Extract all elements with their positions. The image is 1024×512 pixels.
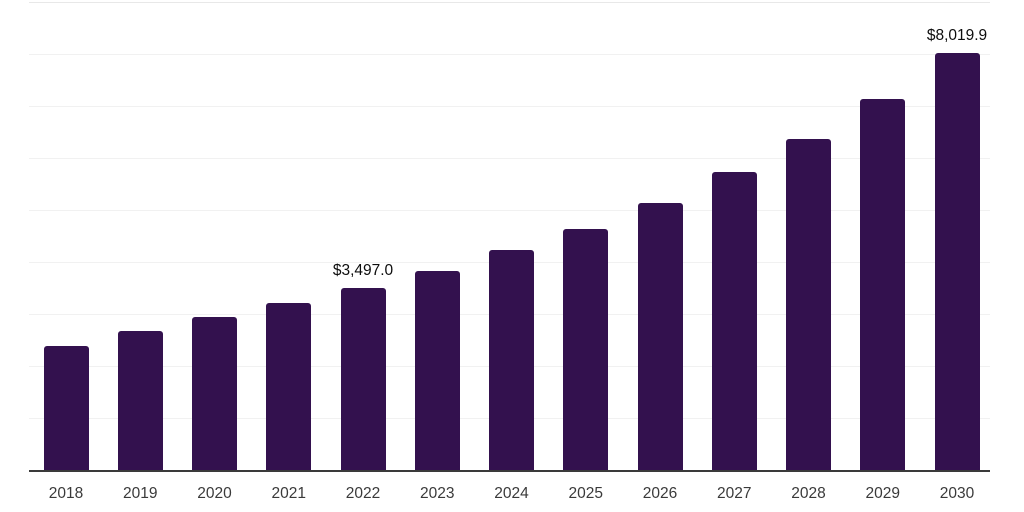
gridline-7000 (29, 106, 990, 108)
gridline-5000 (29, 210, 990, 212)
x-axis-label-2030: 2030 (939, 485, 975, 502)
bar-2024 (489, 249, 534, 471)
x-axis-label-2019: 2019 (123, 485, 158, 502)
bar-2029 (860, 98, 906, 471)
x-axis-label-2020: 2020 (197, 485, 232, 502)
bar-2023 (414, 270, 460, 471)
x-axis-label-2029: 2029 (865, 485, 900, 502)
x-axis-label-2027: 2027 (717, 485, 752, 502)
bar-2019 (117, 331, 163, 471)
bar-2021 (266, 302, 312, 471)
bar-2028 (786, 139, 831, 471)
bar-2025 (563, 228, 609, 471)
bar-2018 (43, 346, 89, 471)
x-axis-label-2021: 2021 (271, 485, 306, 502)
bar-2030 (934, 53, 980, 471)
x-axis-label-2023: 2023 (420, 485, 455, 502)
gridline-8000 (29, 54, 990, 56)
value-label-2022: $3,497.0 (332, 262, 394, 280)
x-axis-label-2028: 2028 (791, 485, 826, 502)
gridline-9000 (29, 2, 990, 4)
bar-2027 (711, 172, 757, 471)
bar-2022 (340, 288, 386, 471)
gridline-6000 (29, 158, 990, 160)
x-axis-label-2025: 2025 (568, 485, 603, 502)
bar-2020 (192, 316, 237, 471)
x-axis-label-2026: 2026 (642, 485, 678, 502)
x-axis-label-2024: 2024 (494, 485, 529, 502)
value-label-2030: $8,019.9 (926, 27, 988, 45)
bar-2026 (637, 202, 683, 471)
x-axis-line (29, 470, 990, 472)
x-axis-label-2022: 2022 (345, 485, 381, 502)
x-axis-label-2018: 2018 (48, 485, 84, 502)
